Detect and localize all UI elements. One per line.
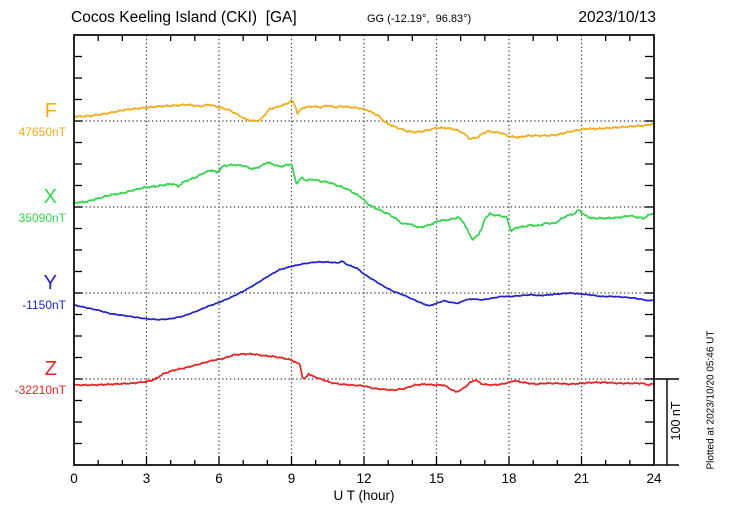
series-z-ref-value: -32210nT [14, 383, 66, 397]
series-Z-line [73, 352, 655, 393]
series-y-ref-value: -1150nT [22, 298, 66, 312]
grid-lines [145, 35, 583, 465]
observation-date: 2023/10/13 [578, 9, 656, 26]
scale-bar [655, 378, 679, 466]
station-title: Cocos Keeling Island (CKI) [GA] [71, 9, 297, 26]
series-curves [73, 99, 655, 393]
scale-bar-label: 100 nT [669, 401, 683, 441]
x-tick-label-18: 18 [501, 471, 517, 486]
x-tick-label-6: 6 [215, 471, 223, 486]
series-Y-line [73, 260, 655, 321]
series-x-label: X [43, 186, 57, 208]
x-tick-label-9: 9 [287, 471, 296, 486]
plotted-timestamp-note: Plotted at 2023/10/20 05:46 UT [705, 330, 717, 470]
series-f-label: F [44, 100, 57, 122]
series-y-label: Y [43, 272, 57, 294]
x-tick-label-3: 3 [142, 471, 151, 486]
x-tick-label-0: 0 [70, 471, 78, 486]
series-z-label: Z [44, 358, 57, 380]
x-tick-label-24: 24 [646, 471, 662, 486]
x-tick-label-21: 21 [573, 471, 590, 486]
series-X-line [73, 161, 655, 241]
series-x-ref-value: 35090nT [18, 211, 66, 225]
geographic-coordinates: GG (-12.19°, 96.83°) [367, 13, 472, 25]
x-axis-label: U T (hour) [333, 488, 395, 503]
x-tick-label-15: 15 [428, 471, 445, 486]
series-f-ref-value: 47650nT [18, 125, 66, 139]
axis-ticks [74, 35, 654, 465]
series-F-line [73, 99, 655, 140]
x-tick-label-12: 12 [356, 471, 372, 486]
